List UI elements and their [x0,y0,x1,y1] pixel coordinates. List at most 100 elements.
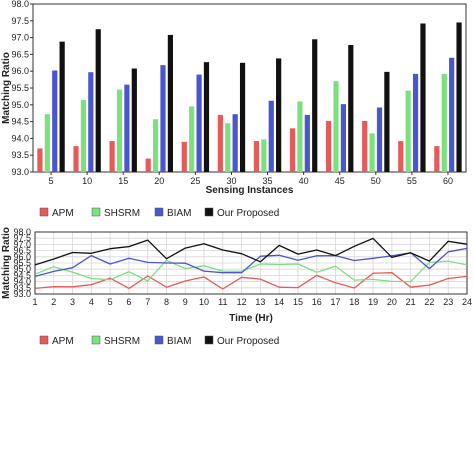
bar [232,114,238,172]
x-tick-label: 40 [299,176,309,186]
legend-swatch [154,335,164,345]
x-tick-label: 5 [108,297,113,307]
x-tick-label: 20 [154,176,164,186]
x-tick-label: 17 [331,297,341,307]
x-tick-label: 10 [199,297,209,307]
x-tick-label: 8 [164,297,169,307]
bar [312,39,318,172]
y-tick-label: 96.5 [13,246,31,256]
y-axis-label: Matching Ratio [1,227,12,299]
bar [167,34,173,172]
bar [289,128,296,172]
bar [59,41,65,172]
y-tick-label: 94.5 [11,117,29,127]
legend-label: APM [52,336,74,347]
legend-swatch [91,207,101,217]
x-tick-label: 22 [424,297,434,307]
bar [412,73,419,172]
series-line [34,237,468,266]
bar [326,120,332,172]
bar [52,70,58,172]
y-tick-label: 94.0 [11,133,29,143]
bar [449,57,455,173]
bar [376,107,383,172]
y-tick-label: 94.5 [13,270,31,280]
legend-swatch [204,335,214,345]
y-tick-label: 97.5 [11,16,29,26]
x-tick-label: 45 [335,176,345,186]
x-tick-label: 21 [406,297,416,307]
y-tick-label: 95.5 [11,83,29,93]
bar [268,100,274,172]
x-tick-label: 35 [263,176,273,186]
bar [398,141,404,172]
x-tick-label: 11 [218,297,227,307]
bar [88,72,94,172]
x-axis-label: Time (Hr) [229,313,273,324]
bar [420,23,426,172]
x-tick-label: 4 [89,297,94,307]
bar [369,133,375,172]
bar [116,89,123,172]
x-tick-label: 13 [255,297,265,307]
y-tick-label: 95.0 [11,100,29,110]
line-chart [34,231,468,345]
y-tick-label: 94.0 [13,277,31,287]
series-line [34,259,468,283]
y-tick-label: 93.5 [11,150,29,160]
legend-label: APM [52,208,74,219]
y-tick-label: 97.0 [13,239,31,249]
legend-swatch [91,335,101,345]
bar [348,44,354,172]
x-tick-label: 7 [145,297,150,307]
y-tick-label: 98.0 [11,0,29,9]
legend-swatch [39,207,49,217]
x-tick-label: 50 [371,176,381,186]
y-tick-label: 96.0 [11,66,29,76]
series-line [34,247,468,278]
bar [196,74,202,172]
x-tick-label: 24 [462,297,472,307]
y-tick-label: 96.0 [13,252,31,262]
y-tick-label: 98.0 [13,227,31,237]
legend-label: SHSRM [104,336,140,347]
x-tick-label: 16 [312,297,322,307]
bar [152,119,159,172]
line-chart-frame [34,231,468,295]
x-tick-label: 25 [190,176,200,186]
y-tick-label: 97.0 [11,33,29,43]
y-tick-label: 95.5 [13,258,31,268]
bar [160,65,166,172]
legend-swatch [39,335,49,345]
x-tick-label: 1 [32,297,37,307]
y-axis-label: Matching Ratio [1,52,12,124]
bar [362,120,368,172]
legend-label: BIAM [167,336,191,347]
bar [261,139,267,172]
x-tick-label: 12 [237,297,247,307]
legend-label: Our Proposed [217,208,279,219]
y-tick-label: 93.0 [13,289,31,299]
y-tick-label: 96.5 [11,49,29,59]
bar [124,84,130,172]
bar [37,148,43,172]
x-tick-label: 14 [274,297,284,307]
bar [80,99,87,172]
x-tick-label: 15 [118,176,128,186]
x-tick-label: 18 [349,297,359,307]
y-tick-label: 93.5 [13,283,31,293]
y-tick-label: 97.5 [13,233,31,243]
bar [189,106,195,172]
bar-chart [30,3,467,217]
x-tick-label: 9 [183,297,188,307]
y-tick-label: 95.0 [13,264,31,274]
bar [131,68,137,172]
bar [203,62,210,172]
bar [333,81,339,172]
bar [95,29,101,173]
bar [109,141,115,172]
x-tick-label: 60 [443,176,453,186]
legend-swatch [204,207,214,217]
bar [297,101,303,172]
bar [434,146,440,172]
